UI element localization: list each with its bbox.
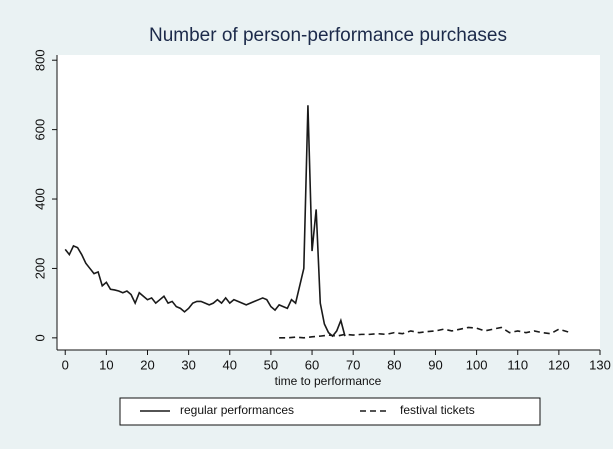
x-axis-title: time to performance	[275, 374, 382, 388]
data-line	[279, 326, 572, 339]
chart-title: Number of person-performance purchases	[149, 25, 507, 46]
y-tick-label: 0	[32, 334, 47, 341]
plot-area	[57, 55, 600, 350]
y-tick-label: 200	[32, 258, 47, 280]
data-line	[64, 105, 346, 338]
x-tick-label: 70	[346, 357, 360, 372]
x-tick-label: 50	[264, 357, 278, 372]
x-tick-label: 20	[140, 357, 154, 372]
x-tick-label: 0	[62, 357, 69, 372]
x-tick-label: 30	[181, 357, 195, 372]
x-tick-label: 10	[99, 357, 113, 372]
legend-label: regular performances	[180, 403, 294, 417]
legend	[119, 397, 541, 426]
x-tick-label: 80	[387, 357, 401, 372]
x-tick-label: 130	[589, 357, 611, 372]
x-tick-label: 90	[428, 357, 442, 372]
y-tick-label: 400	[32, 188, 47, 210]
x-tick-label: 120	[548, 357, 570, 372]
legend-label: festival tickets	[400, 403, 475, 417]
x-tick-label: 100	[466, 357, 488, 372]
x-tick-label: 40	[223, 357, 237, 372]
x-tick-label: 110	[507, 357, 528, 372]
y-tick-label: 800	[32, 49, 47, 71]
y-tick-label: 600	[32, 119, 47, 141]
x-tick-label: 60	[305, 357, 319, 372]
